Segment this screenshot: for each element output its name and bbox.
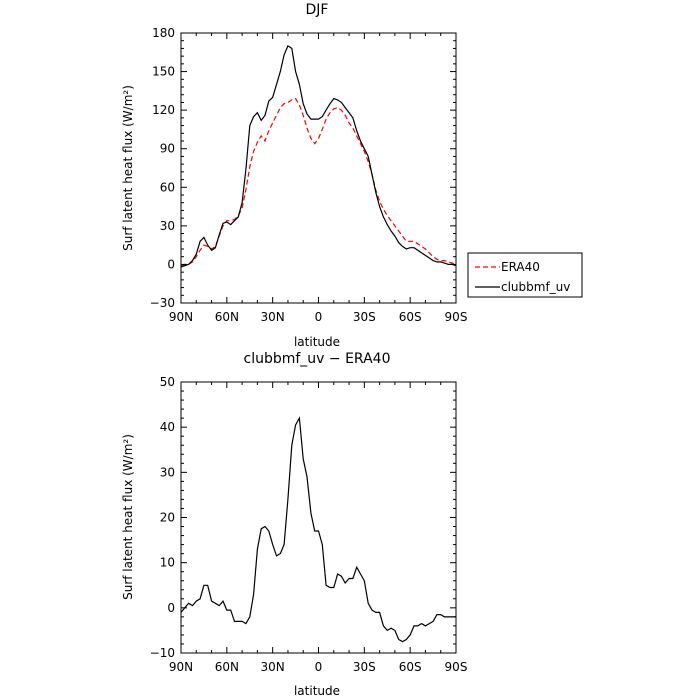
x-tick-label: 30N [261,660,285,674]
legend-label-clubbmf: clubbmf_uv [501,280,570,294]
y-tick-label: 0 [167,601,175,615]
y-tick-label: 30 [160,219,175,233]
x-tick-label: 90S [445,660,468,674]
series-line-0 [180,416,456,643]
x-tick-label: 90N [169,310,193,324]
x-axis-label: latitude [294,335,340,349]
series-line-0 [180,97,457,267]
y-tick-label: −10 [150,646,175,660]
y-tick-label: 50 [160,375,175,389]
axis-ticks [180,32,457,304]
x-tick-label: 60N [215,310,239,324]
chart-djf: DJF 90N 60N 30N 0 30S 60S 90S −30 0 30 60 90 120 150… [121,2,583,349]
x-tick-label: 30N [261,310,285,324]
y-tick-label: 180 [152,26,175,40]
y-tick-label: 120 [152,103,175,117]
y-axis-label: Surf latent heat flux (W/m²) [121,85,135,251]
legend: ERA40 clubbmf_uv [467,252,583,298]
series-line-1 [180,45,457,268]
legend-box [467,252,583,298]
y-tick-label: 0 [167,257,175,271]
y-tick-labels: −10 0 10 20 30 40 50 [150,375,175,660]
chart-title: clubbmf_uv − ERA40 [244,351,391,367]
y-tick-label: 40 [160,420,175,434]
x-tick-label: 90N [169,660,193,674]
x-tick-labels: 90N 60N 30N 0 30S 60S 90S [169,660,468,674]
y-tick-label: 30 [160,465,175,479]
x-tick-label: 60S [399,660,422,674]
plot-lines [180,416,456,643]
plot-frame [180,32,457,304]
y-tick-label: 150 [152,65,175,79]
chart-title: DJF [306,2,329,18]
y-axis-label: Surf latent heat flux (W/m²) [121,434,135,600]
y-tick-label: 10 [160,556,175,570]
x-tick-labels: 90N 60N 30N 0 30S 60S 90S [169,310,468,324]
axis-ticks [180,381,457,654]
x-tick-label: 30S [353,310,376,324]
y-tick-label: −30 [150,296,175,310]
x-tick-label: 0 [315,310,323,324]
x-tick-label: 60N [215,660,239,674]
plot-lines [180,45,457,268]
x-tick-label: 60S [399,310,422,324]
y-tick-label: 60 [160,180,175,194]
chart-difference: clubbmf_uv − ERA40 90N 60N 30N 0 30S 60S 90S −… [121,351,467,698]
plot-frame [180,381,457,654]
y-tick-label: 20 [160,511,175,525]
x-tick-label: 0 [315,660,323,674]
x-tick-label: 30S [353,660,376,674]
x-axis-label: latitude [294,684,340,698]
x-tick-label: 90S [445,310,468,324]
y-tick-label: 90 [160,142,175,156]
y-tick-labels: −30 0 30 60 90 120 150 180 [150,26,175,310]
legend-label-era40: ERA40 [501,260,540,274]
